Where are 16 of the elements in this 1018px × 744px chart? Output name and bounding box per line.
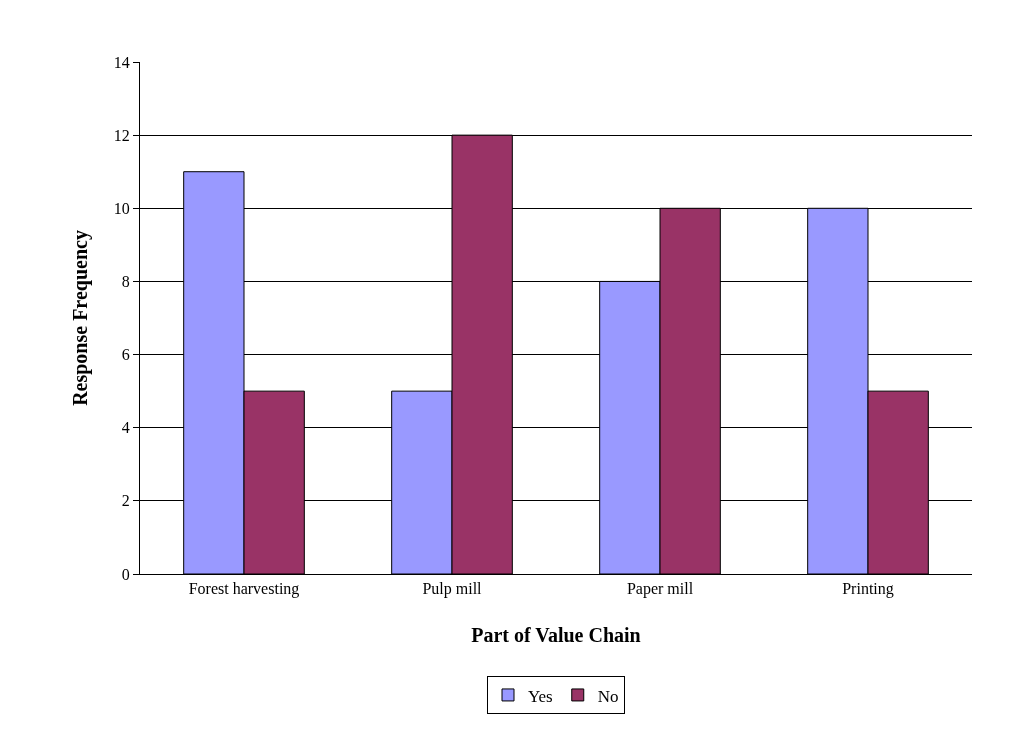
x-tick-label: Pulp mill (422, 580, 483, 599)
y-tick-label: 4 (121, 419, 130, 437)
y-tick-label: 14 (113, 53, 130, 71)
y-tick-label: 0 (121, 565, 130, 583)
x-tick-label: Paper mill (626, 580, 694, 599)
y-tick-label: 2 (121, 492, 130, 510)
y-tick-label: 6 (121, 346, 130, 364)
y-axis-title: Response Frequency (69, 230, 93, 406)
y-tick-label: 8 (121, 273, 130, 291)
x-tick-label: Printing (842, 580, 894, 599)
legend-label: No (597, 686, 619, 706)
x-axis-title: Part of Value Chain (471, 623, 641, 646)
y-tick-label: 12 (113, 126, 130, 144)
x-tick-label: Forest harvesting (188, 580, 300, 599)
y-tick-label: 10 (113, 199, 130, 217)
legend-label: Yes (528, 686, 553, 706)
